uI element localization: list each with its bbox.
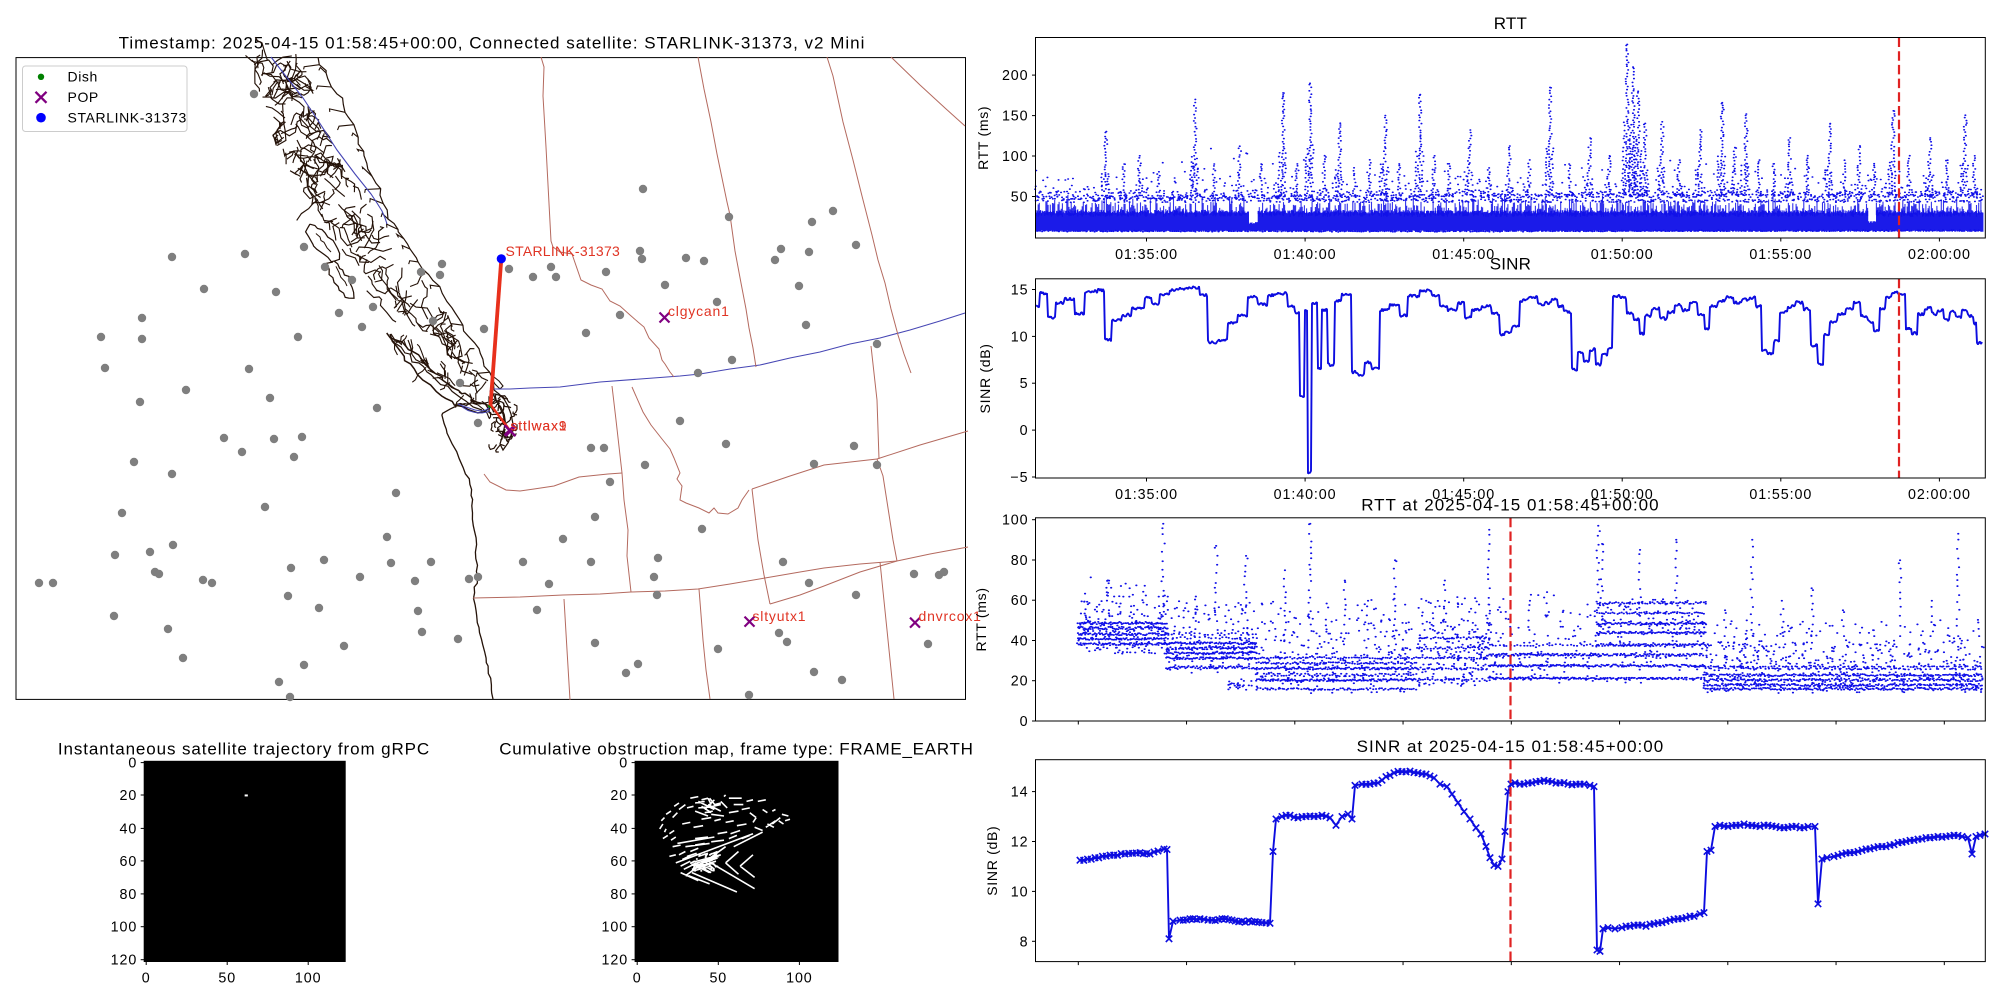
svg-text:200: 200 <box>1002 68 1029 84</box>
svg-text:50: 50 <box>1011 190 1029 206</box>
svg-text:STARLINK-31373: STARLINK-31373 <box>506 243 621 259</box>
svg-text:STARLINK-31373: STARLINK-31373 <box>68 109 187 125</box>
svg-text:Cumulative obstruction map, fr: Cumulative obstruction map, frame type: … <box>499 740 973 759</box>
svg-text:RTT: RTT <box>1494 14 1527 33</box>
svg-text:sttlwax1: sttlwax1 <box>510 418 567 434</box>
svg-text:SINR (dB): SINR (dB) <box>977 343 993 413</box>
svg-text:01:50:00: 01:50:00 <box>1591 487 1654 503</box>
svg-text:0: 0 <box>128 756 137 772</box>
svg-text:40: 40 <box>610 821 628 837</box>
svg-text:SINR (dB): SINR (dB) <box>984 826 1000 896</box>
svg-text:−5: −5 <box>1010 470 1028 486</box>
svg-text:100: 100 <box>295 971 322 987</box>
svg-text:100: 100 <box>1002 149 1029 165</box>
svg-text:100: 100 <box>786 971 813 987</box>
svg-text:RTT (ms): RTT (ms) <box>975 106 991 170</box>
svg-text:SINR at 2025-04-15 01:58:45+00: SINR at 2025-04-15 01:58:45+00:00 <box>1357 737 1665 756</box>
svg-text:SINR: SINR <box>1490 255 1531 274</box>
svg-text:60: 60 <box>119 854 137 870</box>
svg-text:20: 20 <box>119 788 137 804</box>
svg-text:50: 50 <box>709 971 727 987</box>
svg-text:150: 150 <box>1002 109 1029 125</box>
svg-text:01:50:00: 01:50:00 <box>1591 247 1654 263</box>
svg-text:50: 50 <box>218 971 236 987</box>
svg-text:Dish: Dish <box>68 68 98 84</box>
svg-text:01:35:00: 01:35:00 <box>1115 487 1178 503</box>
svg-text:120: 120 <box>111 953 138 969</box>
svg-text:0: 0 <box>619 756 628 772</box>
svg-text:01:45:00: 01:45:00 <box>1432 247 1495 263</box>
svg-text:sltyutx1: sltyutx1 <box>753 608 807 624</box>
svg-text:Instantaneous satellite trajec: Instantaneous satellite trajectory from … <box>58 740 430 759</box>
svg-text:20: 20 <box>1011 674 1029 690</box>
svg-text:02:00:00: 02:00:00 <box>1908 487 1971 503</box>
svg-text:80: 80 <box>1011 553 1029 569</box>
svg-text:120: 120 <box>602 953 629 969</box>
svg-text:40: 40 <box>119 821 137 837</box>
svg-text:RTT (ms): RTT (ms) <box>973 587 989 651</box>
svg-text:RTT at 2025-04-15 01:58:45+00:: RTT at 2025-04-15 01:58:45+00:00 <box>1361 496 1659 515</box>
svg-text:10: 10 <box>1011 884 1029 900</box>
svg-text:14: 14 <box>1011 785 1029 801</box>
svg-text:01:35:00: 01:35:00 <box>1115 247 1178 263</box>
svg-text:01:40:00: 01:40:00 <box>1274 247 1337 263</box>
svg-text:01:55:00: 01:55:00 <box>1749 487 1812 503</box>
svg-text:0: 0 <box>633 971 642 987</box>
svg-text:0: 0 <box>142 971 151 987</box>
svg-text:clgycan1: clgycan1 <box>668 303 730 319</box>
svg-text:01:40:00: 01:40:00 <box>1274 487 1337 503</box>
svg-text:12: 12 <box>1011 835 1029 851</box>
svg-text:80: 80 <box>610 887 628 903</box>
svg-text:60: 60 <box>610 854 628 870</box>
svg-text:100: 100 <box>1002 513 1029 529</box>
svg-text:100: 100 <box>602 920 629 936</box>
svg-text:10: 10 <box>1011 329 1029 345</box>
svg-text:POP: POP <box>68 89 99 105</box>
svg-text:0: 0 <box>1020 714 1029 730</box>
svg-text:0: 0 <box>1020 423 1029 439</box>
svg-text:01:55:00: 01:55:00 <box>1749 247 1812 263</box>
svg-text:dnvrcox1: dnvrcox1 <box>919 608 982 624</box>
svg-text:100: 100 <box>111 920 138 936</box>
svg-text:80: 80 <box>119 887 137 903</box>
svg-text:60: 60 <box>1011 593 1029 609</box>
svg-text:8: 8 <box>1020 934 1029 950</box>
svg-text:Timestamp: 2025-04-15 01:58:45: Timestamp: 2025-04-15 01:58:45+00:00, Co… <box>119 34 866 53</box>
svg-text:sttlwax9: sttlwax9 <box>510 417 567 433</box>
svg-text:40: 40 <box>1011 634 1029 650</box>
svg-text:20: 20 <box>610 788 628 804</box>
svg-text:15: 15 <box>1011 283 1029 299</box>
svg-text:02:00:00: 02:00:00 <box>1908 247 1971 263</box>
svg-text:5: 5 <box>1020 376 1029 392</box>
svg-text:01:45:00: 01:45:00 <box>1432 487 1495 503</box>
